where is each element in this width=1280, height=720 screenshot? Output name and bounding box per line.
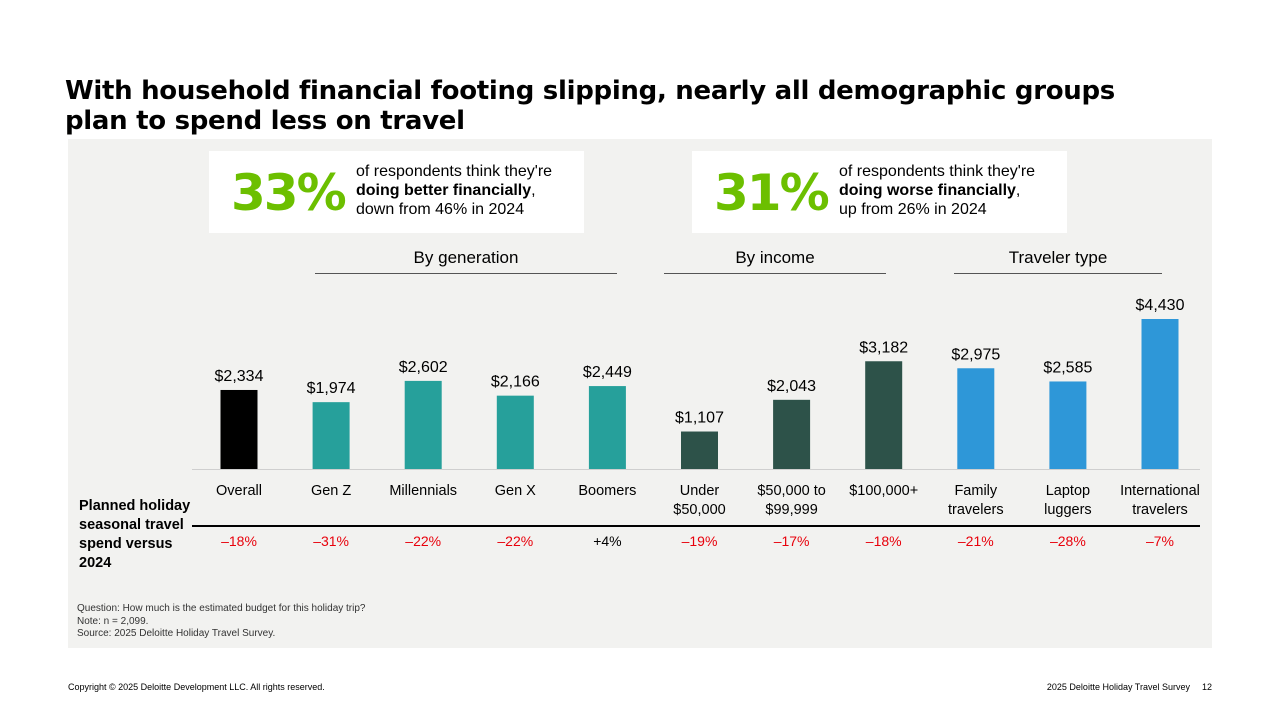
stat-better-line1: of respondents think they're bbox=[356, 163, 553, 180]
category-label-8-line-1: travelers bbox=[948, 502, 1004, 518]
footer-survey: 2025 Deloitte Holiday Travel Survey bbox=[1046, 682, 1190, 692]
stat-worse-box: 31% of respondents think they're doing w… bbox=[692, 151, 1067, 233]
bar-6 bbox=[773, 399, 811, 469]
note-sample: Note: n = 2,099. bbox=[77, 615, 149, 627]
stat-better-text: of respondents think they're doing bette… bbox=[356, 162, 552, 219]
bar-1 bbox=[312, 402, 350, 469]
bar-10 bbox=[1141, 319, 1179, 469]
footer-copyright: Copyright © 2025 Deloitte Development LL… bbox=[68, 682, 325, 692]
bar-value-label-8: $2,975 bbox=[951, 346, 1000, 363]
group-label-traveler: Traveler type bbox=[1008, 248, 1108, 267]
bar-value-label-7: $3,182 bbox=[859, 339, 908, 356]
stat-worse-text: of respondents think they're doing worse… bbox=[839, 162, 1035, 219]
group-line-generation bbox=[315, 273, 617, 274]
stat-worse-suffix: , bbox=[1015, 182, 1021, 199]
category-label-8-line-0: Family bbox=[954, 483, 997, 499]
bar-5 bbox=[681, 431, 718, 469]
change-label-10: –7% bbox=[1146, 533, 1174, 549]
page-title: With household financial footing slippin… bbox=[65, 76, 1115, 136]
bar-4 bbox=[588, 386, 626, 469]
bar-value-label-10: $4,430 bbox=[1136, 297, 1185, 314]
category-label-0: Overall bbox=[216, 483, 262, 499]
bar-value-label-1: $1,974 bbox=[307, 380, 356, 397]
note-source: Source: 2025 Deloitte Holiday Travel Sur… bbox=[77, 628, 276, 639]
group-label-income: By income bbox=[735, 248, 815, 267]
group-line-traveler bbox=[954, 273, 1162, 274]
category-label-5-line-1: $50,000 bbox=[673, 502, 725, 518]
category-label-9-line-1: luggers bbox=[1044, 502, 1092, 518]
category-label-3: Gen X bbox=[495, 483, 536, 499]
stat-better-box: 33% of respondents think they're doing b… bbox=[209, 151, 584, 233]
stat-worse-line1: of respondents think they're bbox=[839, 163, 1036, 180]
change-label-0: –18% bbox=[221, 533, 257, 549]
category-label-10-line-0: International bbox=[1120, 483, 1200, 499]
bar-value-label-3: $2,166 bbox=[491, 374, 540, 391]
bar-value-label-5: $1,107 bbox=[675, 410, 724, 427]
bar-0 bbox=[220, 389, 258, 469]
chart-notes: Question: How much is the estimated budg… bbox=[77, 603, 365, 641]
change-row-divider bbox=[192, 525, 1200, 527]
stat-worse-value: 31% bbox=[714, 164, 830, 222]
group-line-income bbox=[664, 273, 886, 274]
bar-8 bbox=[957, 368, 995, 469]
bar-7 bbox=[865, 361, 903, 469]
bar-value-label-0: $2,334 bbox=[215, 368, 264, 385]
stat-better-suffix: , bbox=[531, 182, 536, 199]
footer-right: 2025 Deloitte Holiday Travel Survey 12 bbox=[1035, 682, 1212, 692]
category-label-6-line-0: $50,000 to bbox=[757, 483, 826, 499]
stat-worse-line3: up from 26% in 2024 bbox=[839, 201, 987, 218]
note-question: Question: How much is the estimated budg… bbox=[77, 603, 366, 614]
footer-page-number: 12 bbox=[1201, 682, 1212, 692]
bar-value-label-2: $2,602 bbox=[399, 359, 448, 376]
stat-better-bold: doing better financially bbox=[356, 182, 532, 199]
category-label-10-line-1: travelers bbox=[1132, 502, 1188, 518]
change-label-2: –22% bbox=[405, 533, 441, 549]
stat-better-value: 33% bbox=[231, 164, 347, 222]
change-label-5: –19% bbox=[682, 533, 718, 549]
category-label-7: $100,000+ bbox=[849, 483, 918, 499]
bar-2 bbox=[404, 380, 442, 469]
change-label-1: –31% bbox=[313, 533, 349, 549]
group-label-generation: By generation bbox=[413, 248, 519, 267]
category-label-4: Boomers bbox=[578, 483, 636, 499]
category-label-5-line-0: Under bbox=[680, 483, 720, 499]
change-label-6: –17% bbox=[774, 533, 810, 549]
change-label-7: –18% bbox=[866, 533, 902, 549]
category-label-2: Millennials bbox=[389, 483, 457, 499]
row-label-change: Planned holiday seasonal travel spend ve… bbox=[79, 498, 191, 571]
bar-chart: $2,334 Overall –18% $1,974 Gen Z –31% $2,602 Mi… bbox=[192, 297, 1200, 549]
category-label-6-line-1: $99,999 bbox=[765, 502, 817, 518]
bar-3 bbox=[496, 395, 534, 469]
bar-value-label-6: $2,043 bbox=[767, 378, 816, 395]
change-label-8: –21% bbox=[958, 533, 994, 549]
bar-value-label-4: $2,449 bbox=[583, 364, 632, 381]
category-label-1: Gen Z bbox=[311, 483, 351, 499]
bar-9 bbox=[1049, 381, 1087, 469]
chart-panel: 33% of respondents think they're doing b… bbox=[68, 139, 1212, 648]
bar-value-label-9: $2,585 bbox=[1043, 359, 1092, 376]
stat-worse-bold: doing worse financially bbox=[839, 182, 1016, 199]
change-label-3: –22% bbox=[497, 533, 533, 549]
category-label-9-line-0: Laptop bbox=[1046, 483, 1090, 499]
stat-better-line3: down from 46% in 2024 bbox=[356, 201, 525, 218]
change-label-9: –28% bbox=[1050, 533, 1086, 549]
change-label-4: +4% bbox=[593, 533, 621, 549]
